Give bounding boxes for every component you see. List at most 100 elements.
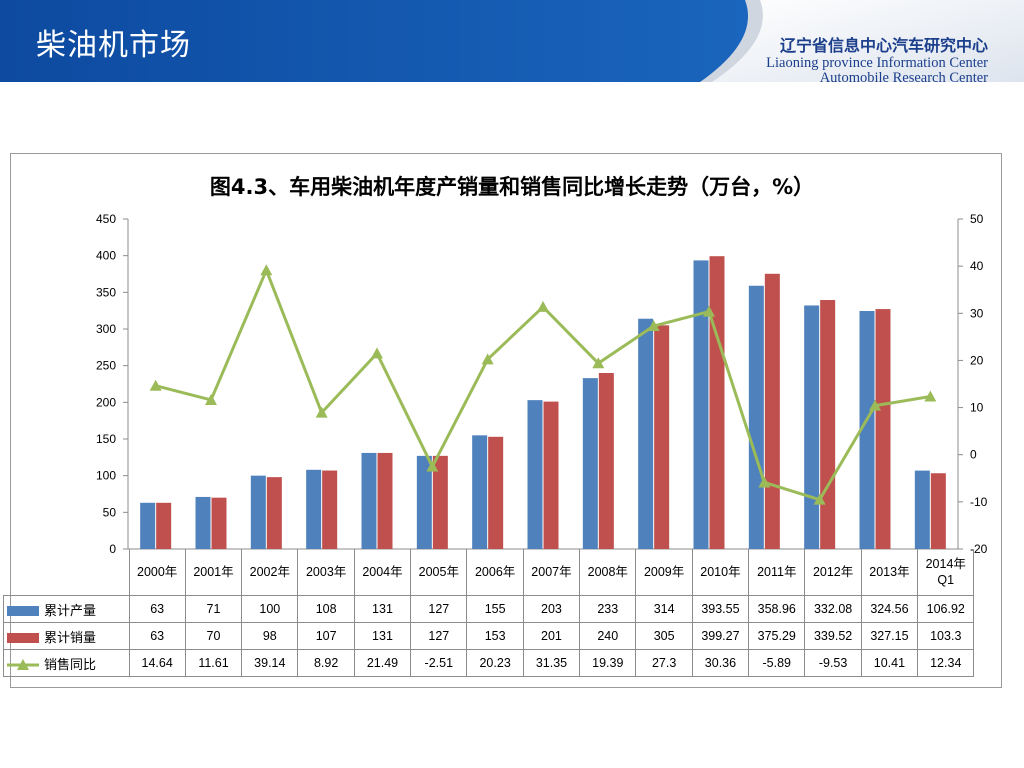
data-cell: 21.49 [353,649,412,677]
data-cell: 399.27 [691,622,750,650]
data-table: 2000年 2001年 2002年 2003年 2004年 2005年 2006年 2007年… [3,549,975,677]
data-cell: 39.14 [241,649,299,677]
category-label: 2007年 [522,549,581,596]
bar-production [693,260,709,549]
growth-marker [481,353,494,365]
data-cell: 106.92 [917,595,975,623]
data-cell: 14.64 [128,649,186,677]
category-row: 2000年 2001年 2002年 2003年 2004年 2005年 2006年 2007年… [4,549,975,596]
legend-label: 累计产量 [44,602,97,618]
y-right-tick-label: -20 [970,542,988,556]
logo-chinese: 辽宁省信息中心汽车研究中心 [779,36,988,55]
y-left-tick-label: 0 [109,542,116,556]
data-cell: 358.96 [748,595,806,623]
y-left-tick-label: 150 [96,432,116,446]
bar-production [361,452,377,549]
data-cell: 20.23 [466,649,524,677]
bar-sales [211,497,227,549]
y-right-tick-label: 10 [970,401,984,415]
growth-marker [537,300,549,312]
growth-marker [813,493,826,505]
bar-sales [820,300,836,549]
data-cell: 103.3 [917,622,975,650]
bar-production [472,435,488,549]
banner-graphic [0,0,1024,82]
y-left-tick-label: 300 [96,322,116,336]
legend-entry: 累计产量 [3,595,130,623]
legend-bar-key [7,633,39,644]
legend-label: 销售同比 [44,656,97,672]
category-label: 2006年 [466,549,524,596]
legend-entry: 累计销量 [3,622,130,650]
data-cell: 233 [579,595,637,623]
data-cell: 332.08 [804,595,862,623]
category-label: 2014年 Q1 [917,549,975,596]
category-label: 2002年 [241,549,299,596]
logo-english-line1: Liaoning province Information Center [766,55,988,71]
category-label: 2005年 [410,549,468,596]
growth-marker [260,264,273,276]
header-banner: 柴油机市场 辽宁省信息中心汽车研究中心 Liaoning province In… [0,0,1024,86]
data-cell: 324.56 [860,595,919,623]
data-cell: 31.35 [522,649,581,677]
legend-bar-key [7,606,39,617]
bar-sales [875,309,891,549]
data-cell: 153 [466,622,524,650]
data-cell: 100 [241,595,299,623]
table-corner [4,549,130,596]
y-right-tick-label: 50 [970,212,984,226]
bar-production [914,470,930,549]
y-left-tick-label: 50 [103,505,117,519]
data-cell: 63 [128,622,186,650]
data-cell: 98 [241,622,299,650]
data-cell: 70 [184,622,243,650]
data-cell: 19.39 [579,649,637,677]
category-label: 2011年 [748,549,806,596]
data-cell: 155 [466,595,524,623]
growth-marker [924,390,937,402]
category-label: 2000年 [128,549,186,596]
data-cell: 30.36 [691,649,750,677]
bar-sales [488,436,504,549]
y-right-tick-label: -10 [970,495,988,509]
legend-line-key [7,659,39,671]
data-cell: 108 [297,595,355,623]
y-left-tick-label: 350 [96,285,116,299]
data-cell: 71 [184,595,243,623]
chart-title: 图4.3、车用柴油机年度产销量和销售同比增长走势（万台，%） [209,175,815,199]
data-cell: 127 [410,622,468,650]
bar-sales [930,473,946,549]
data-cell: 12.34 [917,649,975,677]
bar-production [859,310,875,549]
category-label: 2004年 [353,549,412,596]
data-cell: 201 [522,622,581,650]
y-left-tick-label: 400 [96,249,116,263]
growth-marker [592,357,605,369]
category-label: 2001年 [184,549,243,596]
data-cell: -5.89 [748,649,806,677]
category-label: 2012年 [804,549,862,596]
y-left-tick-label: 200 [96,395,116,409]
data-cell: 314 [635,595,693,623]
category-label: 2010年 [691,549,750,596]
y-right-tick-label: 20 [970,353,984,367]
bar-production [527,400,543,549]
organization-logo: 辽宁省信息中心汽车研究中心 Liaoning province Informat… [766,32,988,86]
bar-sales [266,477,282,549]
bar-sales [156,502,172,549]
slide-title: 柴油机市场 [36,28,191,63]
data-cell: 240 [579,622,637,650]
data-cell: 375.29 [748,622,806,650]
data-cell: 131 [353,595,412,623]
bar-production [140,502,156,549]
data-cell: 203 [522,595,581,623]
bar-production [416,455,432,549]
y-left-tick-label: 250 [96,359,116,373]
y-left-tick-label: 100 [96,469,116,483]
data-cell: 8.92 [297,649,355,677]
legend-label: 累计销量 [44,629,97,645]
growth-marker [703,305,715,317]
growth-marker [205,393,217,405]
bar-production [250,475,266,549]
data-cell: 127 [410,595,468,623]
